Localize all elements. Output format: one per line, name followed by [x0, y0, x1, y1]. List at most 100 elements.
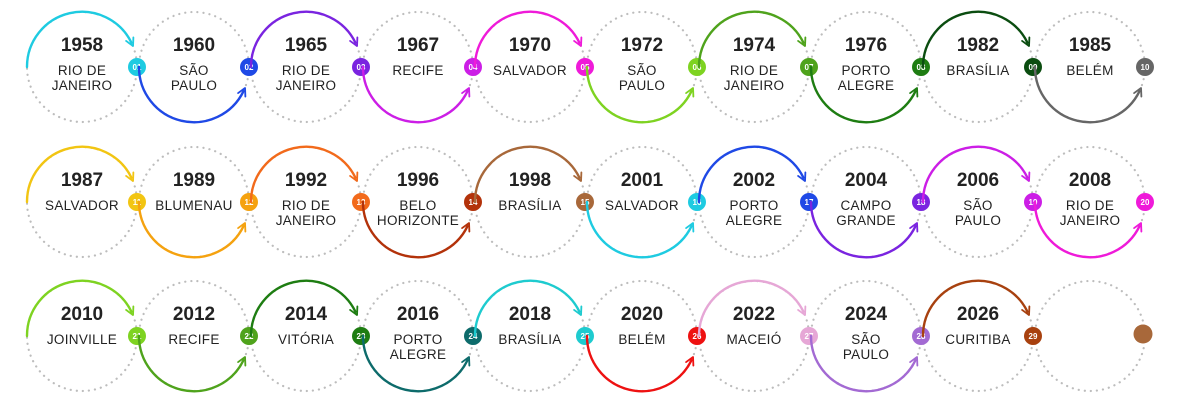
- arc-arrow: [585, 200, 695, 259]
- event-year: 1965: [285, 35, 328, 56]
- event-city: SÃO: [179, 63, 208, 78]
- event-number: 10: [1141, 63, 1150, 72]
- event-number: 28: [917, 332, 926, 341]
- event-city: SALVADOR: [605, 198, 679, 213]
- event-number-badge: [240, 58, 258, 76]
- event-number: 16: [693, 198, 702, 207]
- event-number-badge: [240, 327, 258, 345]
- arc-arrow: [697, 279, 807, 338]
- event-year: 2024: [845, 304, 888, 325]
- event-number: 11: [133, 198, 142, 207]
- event-number: 25: [581, 332, 590, 341]
- arc-arrow: [25, 279, 135, 338]
- timeline-event-29: 2026 CURITIBA 29: [921, 279, 1042, 347]
- event-number-badge: [912, 327, 930, 345]
- event-number: 23: [357, 332, 366, 341]
- event-city: PAULO: [171, 78, 217, 93]
- arc-arrow: [809, 200, 919, 259]
- event-city: SÃO: [627, 63, 656, 78]
- arc-arrow: [361, 200, 471, 259]
- timeline-event-16: 2001 SALVADOR 16: [585, 170, 706, 259]
- event-city: JOINVILLE: [47, 332, 117, 347]
- event-year: 2008: [1069, 170, 1111, 191]
- arc-arrow: [25, 145, 135, 204]
- timeline-event-25: 2018 BRASÍLIA 25: [473, 279, 594, 347]
- event-city: RIO DE: [1066, 198, 1114, 213]
- event-city: ALEGRE: [838, 78, 895, 93]
- event-number-badge: [800, 58, 818, 76]
- end-dot: [1133, 324, 1153, 344]
- event-year: 2026: [957, 304, 999, 325]
- arc-arrow: [137, 200, 247, 259]
- timeline-event-27: 2022 MACEIÓ 27: [697, 279, 818, 347]
- event-city: RIO DE: [282, 198, 330, 213]
- event-city: GRANDE: [836, 213, 896, 228]
- event-number-badge: [1024, 58, 1042, 76]
- event-number: 08: [917, 63, 926, 72]
- event-number-badge: [352, 58, 370, 76]
- timeline-event-04: 1967 RECIFE 04: [361, 35, 482, 124]
- arc-arrow: [473, 279, 583, 338]
- event-city: SÃO: [851, 332, 880, 347]
- event-city: RIO DE: [282, 63, 330, 78]
- event-number: 20: [1141, 198, 1150, 207]
- event-city: ALEGRE: [726, 213, 783, 228]
- event-number-badge: [1024, 327, 1042, 345]
- event-number: 27: [805, 332, 814, 341]
- event-year: 1987: [61, 170, 103, 191]
- timeline-event-15: 1998 BRASÍLIA 15: [473, 145, 594, 213]
- event-year: 2001: [621, 170, 664, 191]
- event-number: 26: [693, 332, 702, 341]
- arc-arrow: [585, 334, 695, 393]
- arc-arrow: [473, 145, 583, 204]
- arc-arrow: [585, 65, 695, 124]
- event-city: BELO: [399, 198, 436, 213]
- event-number-badge: [240, 193, 258, 211]
- event-number: 29: [1029, 332, 1038, 341]
- event-year: 1974: [733, 35, 776, 56]
- event-number: 06: [693, 63, 702, 72]
- event-city: PORTO: [841, 63, 890, 78]
- arc-arrow: [697, 145, 807, 204]
- event-number-badge: [688, 58, 706, 76]
- arc-arrow: [1033, 200, 1143, 259]
- timeline-event-12: 1989 BLUMENAU 12: [137, 170, 258, 259]
- event-number-badge: [576, 327, 594, 345]
- event-number-badge: [464, 58, 482, 76]
- event-year: 1960: [173, 35, 215, 56]
- event-city: RIO DE: [58, 63, 106, 78]
- event-year: 2014: [285, 304, 328, 325]
- event-year: 1976: [845, 35, 887, 56]
- event-number-badge: [352, 327, 370, 345]
- arc-arrow: [1033, 65, 1143, 124]
- event-year: 2004: [845, 170, 888, 191]
- event-year: 2016: [397, 304, 439, 325]
- event-number-badge: [464, 193, 482, 211]
- event-city: PAULO: [843, 347, 889, 362]
- arc-arrow: [249, 10, 359, 69]
- event-city: BRASÍLIA: [498, 332, 561, 347]
- event-number-badge: [912, 58, 930, 76]
- event-year: 1967: [397, 35, 439, 56]
- event-number: 24: [469, 332, 478, 341]
- timeline-event-10: 1985 BELÉM 10: [1033, 35, 1154, 124]
- event-city: BRASÍLIA: [498, 198, 561, 213]
- event-number-badge: [352, 193, 370, 211]
- timeline-event-26: 2020 BELÉM 26: [585, 304, 706, 393]
- event-number-badge: [688, 327, 706, 345]
- event-city: MACEIÓ: [726, 332, 781, 347]
- event-city: PAULO: [955, 213, 1001, 228]
- event-number-badge: [1136, 193, 1154, 211]
- event-city: JANEIRO: [724, 78, 785, 93]
- event-city: VITÓRIA: [278, 332, 334, 347]
